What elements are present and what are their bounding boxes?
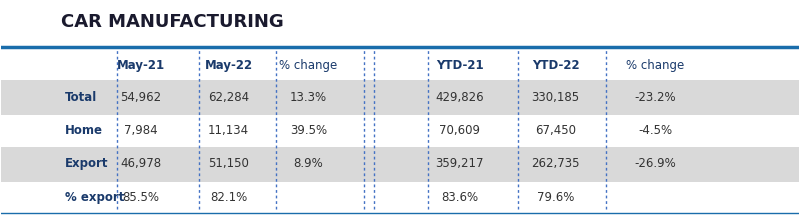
Text: Home: Home	[65, 124, 103, 137]
Text: % change: % change	[626, 60, 684, 72]
Text: 62,284: 62,284	[208, 91, 249, 104]
Text: % export: % export	[65, 191, 125, 204]
FancyBboxPatch shape	[2, 147, 798, 182]
Text: YTD-21: YTD-21	[436, 60, 484, 72]
Text: -4.5%: -4.5%	[638, 124, 672, 137]
Text: % change: % change	[279, 60, 338, 72]
Text: Export: Export	[65, 157, 109, 170]
Text: 46,978: 46,978	[120, 157, 162, 170]
Text: 54,962: 54,962	[120, 91, 162, 104]
Text: 79.6%: 79.6%	[537, 191, 574, 204]
Text: 85.5%: 85.5%	[122, 191, 159, 204]
Text: -23.2%: -23.2%	[634, 91, 676, 104]
Text: 11,134: 11,134	[208, 124, 249, 137]
Text: 8.9%: 8.9%	[294, 157, 323, 170]
FancyBboxPatch shape	[2, 80, 798, 115]
Text: May-22: May-22	[205, 60, 253, 72]
Text: 82.1%: 82.1%	[210, 191, 247, 204]
Text: 262,735: 262,735	[531, 157, 580, 170]
Text: 67,450: 67,450	[535, 124, 576, 137]
Text: 39.5%: 39.5%	[290, 124, 327, 137]
Text: May-21: May-21	[117, 60, 165, 72]
Text: 359,217: 359,217	[435, 157, 484, 170]
Text: 51,150: 51,150	[208, 157, 249, 170]
Text: CAR MANUFACTURING: CAR MANUFACTURING	[61, 13, 284, 31]
Text: 429,826: 429,826	[435, 91, 484, 104]
Text: YTD-22: YTD-22	[532, 60, 579, 72]
Text: 70,609: 70,609	[439, 124, 480, 137]
Text: 330,185: 330,185	[531, 91, 579, 104]
Text: Total: Total	[65, 91, 98, 104]
Text: -26.9%: -26.9%	[634, 157, 676, 170]
Text: 13.3%: 13.3%	[290, 91, 327, 104]
Text: 7,984: 7,984	[124, 124, 158, 137]
Text: 83.6%: 83.6%	[442, 191, 478, 204]
